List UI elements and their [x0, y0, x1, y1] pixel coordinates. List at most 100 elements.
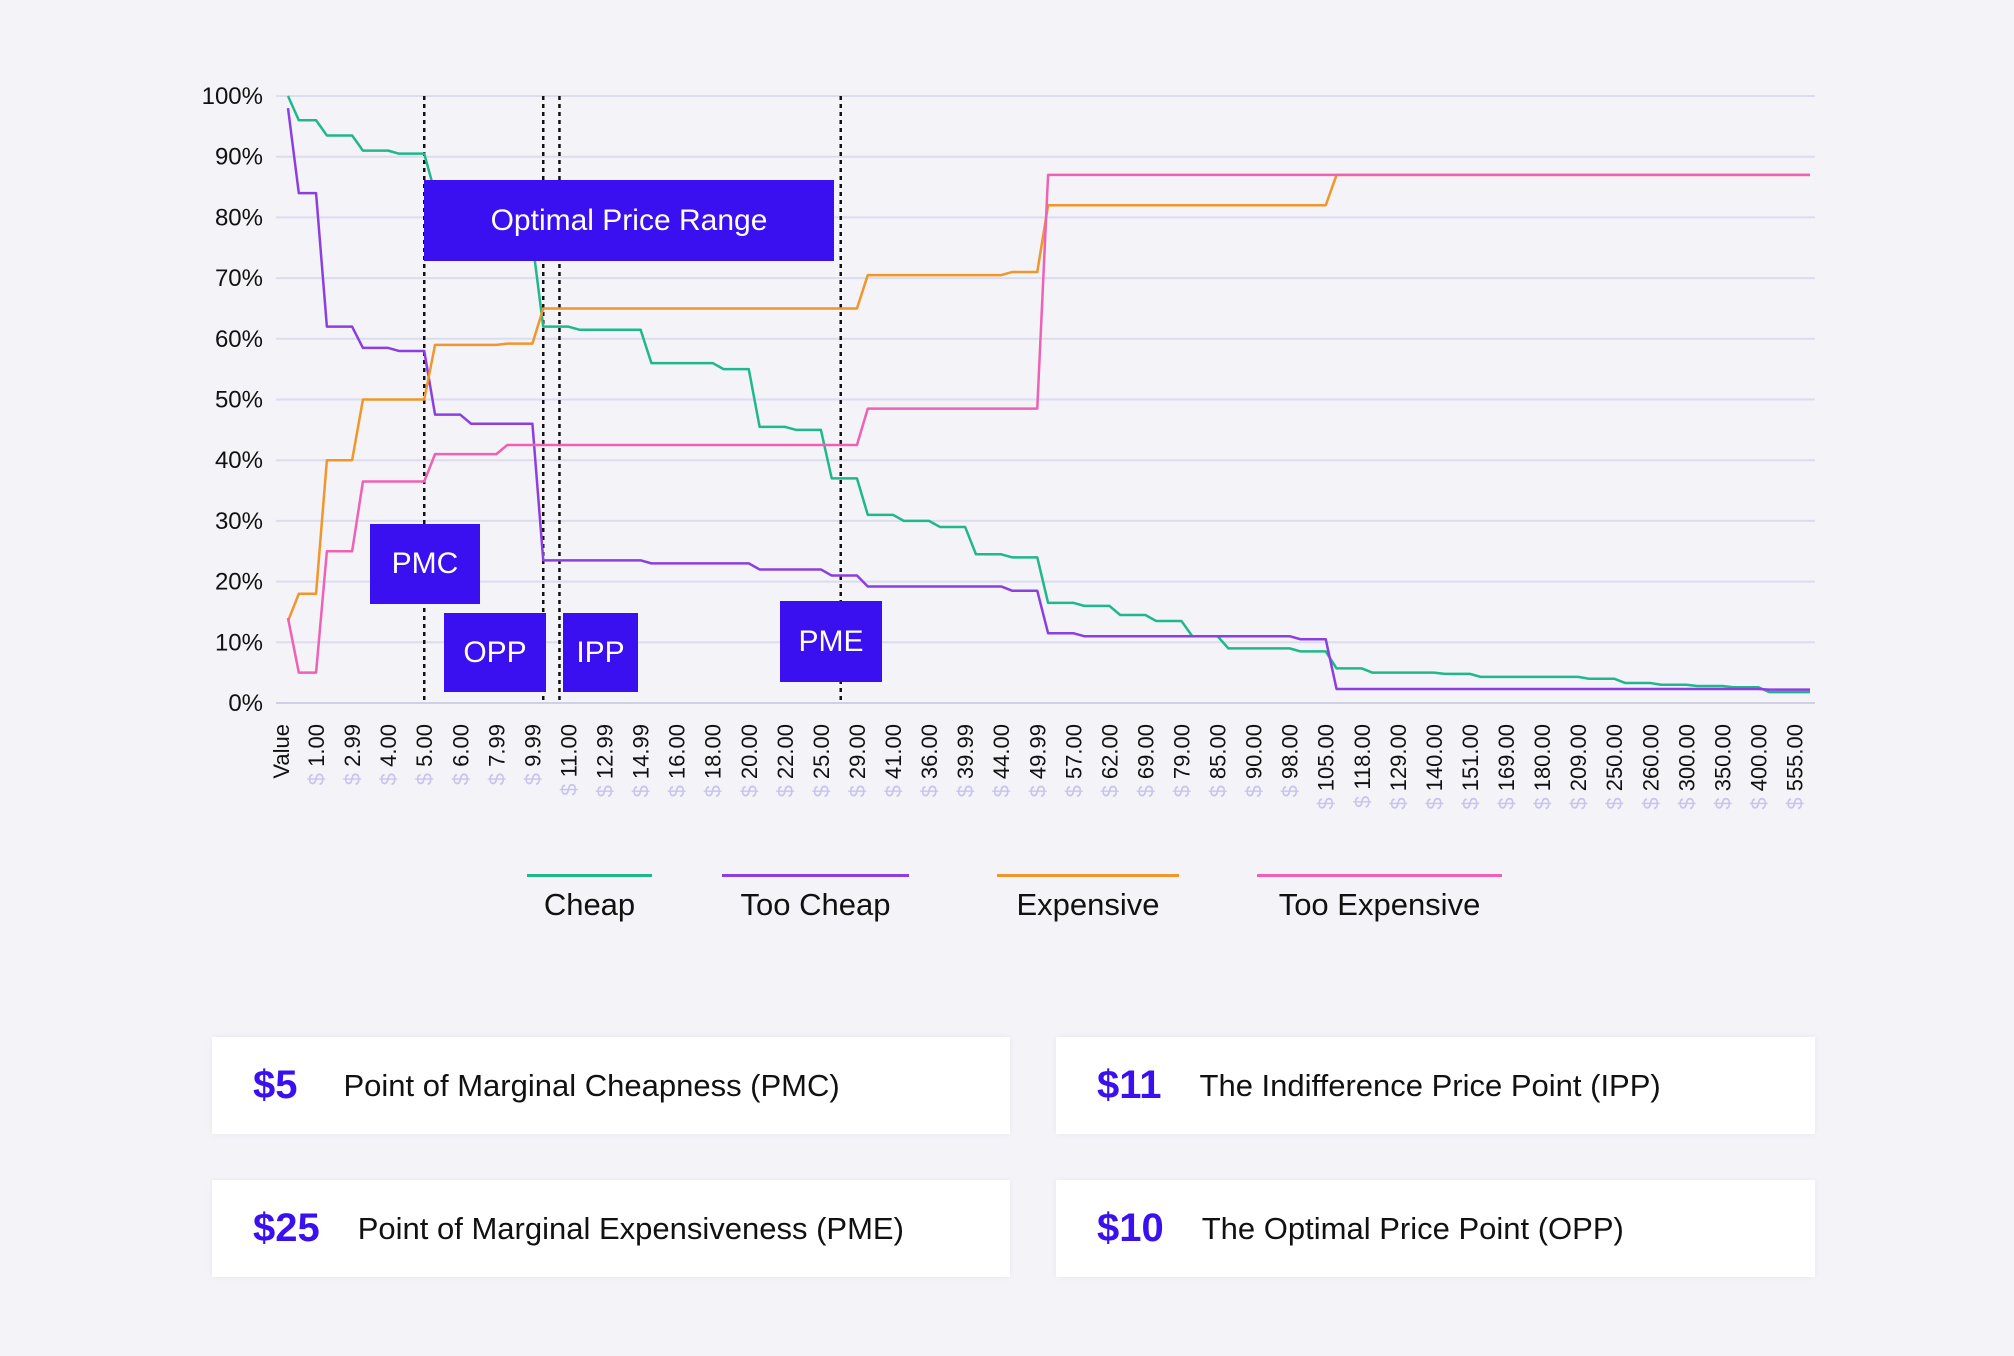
y-tick-label: 30%	[215, 508, 263, 535]
summary-card-opp: $10 The Optimal Price Point (OPP)	[1056, 1180, 1815, 1277]
price-value: 25.00	[809, 724, 834, 779]
price-value: 11.00	[556, 724, 581, 777]
summary-value: $10	[1097, 1206, 1164, 1250]
legend-label: Too Expensive	[1278, 887, 1481, 922]
legend-label: Cheap	[543, 887, 636, 922]
summary-card-pmc: $5 Point of Marginal Cheapness (PMC)	[212, 1037, 1010, 1134]
legend-swatch	[527, 874, 652, 877]
x-tick-label: $ 14.99	[629, 724, 654, 797]
x-tick-label: $ 9.99	[520, 724, 545, 785]
y-tick-label: 100%	[202, 83, 263, 110]
price-value: 20.00	[737, 724, 762, 779]
price-value: 400.00	[1746, 724, 1771, 791]
price-value: 260.00	[1638, 724, 1663, 791]
x-tick-label: $ 20.00	[737, 724, 762, 797]
price-value: 90.00	[1242, 724, 1267, 779]
legend-too-cheap[interactable]: Too Cheap	[722, 874, 909, 923]
currency-symbol: $	[1242, 779, 1267, 797]
price-value: 44.00	[989, 724, 1014, 779]
price-value: 2.99	[340, 724, 365, 767]
summary-label: The Optimal Price Point (OPP)	[1201, 1210, 1624, 1246]
x-tick-label: $ 6.00	[448, 724, 473, 785]
x-tick-label: $ 260.00	[1638, 724, 1663, 810]
y-tick-label: 70%	[215, 265, 263, 292]
currency-symbol: $	[1746, 791, 1771, 809]
x-tick-label: $ 400.00	[1746, 724, 1771, 810]
price-value: 85.00	[1206, 724, 1231, 779]
currency-symbol: $	[773, 779, 798, 797]
price-value: 169.00	[1494, 724, 1519, 791]
x-tick-label: $ 36.00	[917, 724, 942, 797]
currency-symbol: $	[1386, 791, 1411, 809]
currency-symbol: $	[845, 779, 870, 797]
price-value: 180.00	[1530, 724, 1555, 791]
currency-symbol: $	[881, 779, 906, 797]
legend-too-expensive[interactable]: Too Expensive	[1257, 874, 1502, 923]
price-value: 250.00	[1602, 724, 1627, 791]
price-value: 36.00	[917, 724, 942, 779]
x-tick-label: $ 44.00	[989, 724, 1014, 797]
x-tick-label: $ 555.00	[1783, 724, 1808, 810]
summary-card-ipp: $11 The Indifference Price Point (IPP)	[1056, 1037, 1815, 1134]
x-tick-label: $ 29.00	[845, 724, 870, 797]
price-value: 140.00	[1422, 724, 1447, 791]
price-value: 555.00	[1783, 724, 1808, 791]
x-tick-label: $ 300.00	[1674, 724, 1699, 810]
x-tick-label: $ 69.00	[1133, 724, 1158, 797]
price-value: 22.00	[773, 724, 798, 779]
x-tick-label: $ 151.00	[1458, 724, 1483, 810]
currency-symbol: $	[1783, 791, 1808, 809]
currency-symbol: $	[340, 767, 365, 785]
currency-symbol: $	[1025, 779, 1050, 797]
price-value: 16.00	[665, 724, 690, 779]
x-tick-label: $ 1.00	[304, 724, 329, 785]
currency-symbol: $	[412, 767, 437, 785]
summary-value: $5	[253, 1063, 298, 1107]
legend-label: Expensive	[1016, 887, 1160, 922]
series-line-too-cheap	[286, 107, 1810, 691]
summary-card-pme: $25 Point of Marginal Expensiveness (PME…	[212, 1180, 1010, 1277]
x-tick-label: $ 140.00	[1422, 724, 1447, 810]
price-value: 1.00	[304, 724, 329, 767]
price-value: 41.00	[881, 724, 906, 779]
x-tick-label: $ 7.99	[484, 724, 509, 785]
x-tick-label: $ 129.00	[1386, 724, 1411, 810]
currency-symbol: $	[1674, 791, 1699, 809]
summary-label: Point of Marginal Cheapness (PMC)	[343, 1067, 840, 1103]
x-tick-label: $ 4.00	[376, 724, 401, 785]
y-tick-label: 80%	[215, 204, 263, 231]
price-value: 39.99	[953, 724, 978, 779]
currency-symbol: $	[1566, 791, 1591, 809]
currency-symbol: $	[1278, 779, 1303, 797]
series-line-too-expensive	[286, 173, 1810, 674]
price-value: 12.99	[593, 724, 618, 779]
price-value: 300.00	[1674, 724, 1699, 791]
price-value: 98.00	[1278, 724, 1303, 779]
currency-symbol: $	[1602, 791, 1627, 809]
price-value: 7.99	[484, 724, 509, 767]
currency-symbol: $	[1206, 779, 1231, 797]
y-tick-label: 50%	[215, 387, 263, 414]
legend-cheap[interactable]: Cheap	[527, 874, 652, 923]
pme-label: PME	[780, 601, 882, 682]
price-value: 4.00	[376, 724, 401, 767]
price-value: 5.00	[412, 724, 437, 767]
legend-swatch	[722, 874, 909, 877]
legend-expensive[interactable]: Expensive	[997, 874, 1179, 923]
price-value: 105.00	[1314, 724, 1339, 791]
currency-symbol: $	[520, 767, 545, 785]
x-tick-label: $ 25.00	[809, 724, 834, 797]
x-tick-label: $ 169.00	[1494, 724, 1519, 810]
currency-symbol: $	[304, 767, 329, 785]
x-tick-label: $ 57.00	[1061, 724, 1086, 797]
currency-symbol: $	[1710, 791, 1735, 809]
x-tick-label: $ 39.99	[953, 724, 978, 797]
currency-symbol: $	[448, 767, 473, 785]
x-tick-label: Value	[269, 724, 294, 779]
price-value: 129.00	[1386, 724, 1411, 791]
currency-symbol: $	[1458, 791, 1483, 809]
x-tick-label: $ 49.99	[1025, 724, 1050, 797]
currency-symbol: $	[989, 779, 1014, 797]
currency-symbol: $	[737, 779, 762, 797]
ipp-label: IPP	[563, 613, 638, 692]
